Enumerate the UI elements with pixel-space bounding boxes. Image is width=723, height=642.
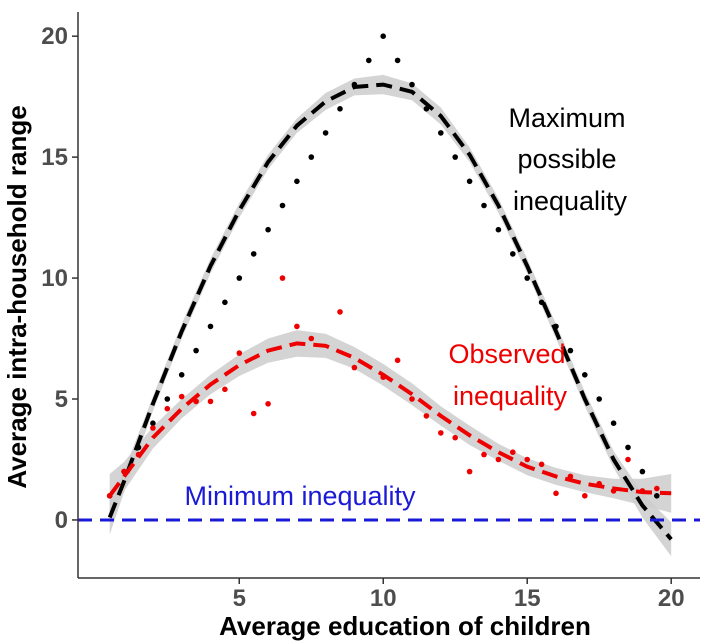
point-observed-23 [466,468,473,475]
point-max-21 [409,81,415,88]
point-observed-14 [308,335,315,342]
point-observed-12 [279,275,286,281]
x-tick-label-1: 10 [370,585,397,612]
band-max [109,74,672,557]
point-observed-22 [452,434,459,441]
y-tick-label-0: 0 [55,507,68,534]
point-observed-24 [481,451,487,458]
point-observed-27 [524,456,530,463]
point-max-26 [481,202,487,209]
point-observed-28 [538,461,545,468]
point-max-38 [654,493,660,499]
point-observed-18 [394,357,401,364]
point-observed-25 [495,456,502,463]
observed-annotation-line2: inequality [453,381,568,411]
point-max-37 [639,468,646,475]
point-observed-4 [164,405,171,412]
point-max-33 [582,372,588,378]
min-annotation: Minimum inequality [184,481,416,511]
point-observed-8 [222,386,228,393]
x-tick-label-2: 15 [514,585,541,612]
fit-line-observed [108,341,672,497]
point-max-20 [394,57,401,64]
point-max-19 [380,33,387,39]
point-max-27 [495,226,502,233]
point-max-34 [596,396,602,402]
point-observed-16 [351,364,358,371]
point-max-28 [510,251,516,257]
x-tick-label-3: 20 [658,585,685,612]
y-tick-label-2: 10 [41,265,68,292]
fit-line-max [107,82,673,541]
point-max-24 [452,154,459,160]
point-max-23 [438,130,444,136]
y-axis-title: Average intra-household range [2,105,32,488]
point-observed-36 [654,485,660,492]
point-max-5 [178,372,185,378]
point-max-32 [567,347,574,354]
point-max-13 [294,178,300,185]
point-max-18 [366,57,372,64]
point-max-6 [193,347,199,354]
point-max-8 [222,299,228,306]
point-observed-11 [265,401,271,407]
point-max-7 [207,323,214,330]
y-tick-label-3: 15 [41,144,68,171]
y-tick-label-4: 20 [41,23,68,50]
point-max-14 [308,154,315,160]
point-observed-3 [150,425,156,431]
point-max-25 [466,178,473,185]
observed-annotation-line1: Observed [448,339,565,369]
y-tick-label-1: 5 [55,386,68,413]
point-max-3 [150,420,156,427]
point-observed-13 [294,323,300,330]
point-observed-7 [207,398,214,405]
point-max-4 [164,396,171,402]
band-observed [109,330,672,518]
max-annotation-line2: possible [517,144,616,174]
point-observed-9 [236,350,243,356]
point-observed-15 [337,309,343,315]
axes [77,12,700,579]
point-observed-26 [510,449,516,456]
x-tick-label-0: 5 [233,585,246,612]
point-observed-5 [178,393,185,400]
point-observed-21 [438,430,444,436]
point-observed-29 [553,490,559,497]
max-annotation-line1: Maximum [508,103,625,133]
x-axis-title: Average education of children [219,611,591,641]
data-points [106,33,660,499]
point-observed-19 [409,396,415,402]
point-max-15 [322,130,329,136]
point-max-9 [236,275,243,281]
point-max-12 [279,202,286,209]
point-max-35 [610,420,617,427]
point-max-16 [337,106,343,112]
fit-lines [78,82,700,541]
ticks: 5 10 15 20 0 5 10 15 20 [41,23,684,612]
confidence-bands [109,74,672,557]
point-observed-20 [423,413,430,419]
point-max-29 [524,275,530,281]
point-observed-10 [250,410,257,417]
point-max-36 [625,444,631,451]
point-max-10 [250,251,257,257]
point-observed-34 [625,456,631,463]
max-annotation-line3: inequality [513,186,628,216]
point-observed-31 [582,493,588,499]
point-max-11 [265,226,271,233]
